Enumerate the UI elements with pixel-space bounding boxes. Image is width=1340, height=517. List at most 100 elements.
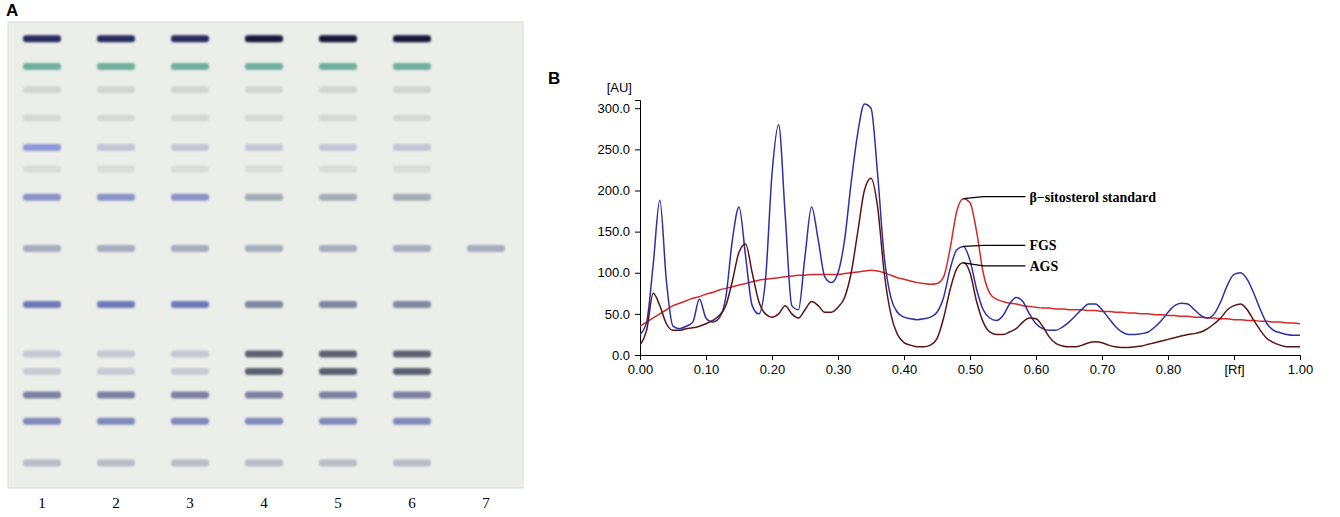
band xyxy=(23,459,61,466)
band xyxy=(245,459,283,466)
band xyxy=(245,245,283,252)
band xyxy=(171,459,209,466)
x-axis-tick: 0.80 xyxy=(1156,355,1181,377)
x-axis-tick: 0.20 xyxy=(760,355,785,377)
band xyxy=(23,368,61,375)
band xyxy=(171,368,209,375)
band xyxy=(97,115,135,122)
y-axis-tick: 300.0 xyxy=(597,101,640,116)
band xyxy=(319,459,357,466)
series-lines xyxy=(640,104,1300,347)
band xyxy=(97,351,135,358)
tick-mark xyxy=(772,355,773,360)
band xyxy=(97,301,135,308)
x-axis-line xyxy=(641,356,1301,361)
tick-label: 0.00 xyxy=(628,362,653,377)
tick-label: [Rf] xyxy=(1224,362,1244,377)
band xyxy=(245,144,283,151)
band xyxy=(171,301,209,308)
tick-mark xyxy=(635,190,640,191)
leader-line xyxy=(963,263,1025,266)
lane-label: 4 xyxy=(260,495,268,511)
y-axis-tick: 0.0 xyxy=(612,348,640,363)
band xyxy=(393,35,431,42)
band xyxy=(319,351,357,358)
leader-line xyxy=(963,197,1025,199)
band xyxy=(171,86,209,93)
x-axis: 0.000.100.200.300.400.500.600.700.80[Rf]… xyxy=(628,355,1313,377)
tick-mark xyxy=(1102,355,1103,360)
band xyxy=(319,63,357,70)
band xyxy=(171,63,209,70)
band xyxy=(171,391,209,398)
band xyxy=(97,418,135,425)
y-axis-tick: 100.0 xyxy=(597,265,640,280)
annotation-label: FGS xyxy=(1029,238,1056,253)
tick-mark xyxy=(635,149,640,150)
background xyxy=(0,0,1340,517)
band xyxy=(393,418,431,425)
band xyxy=(467,245,505,252)
x-axis-tick: 0.60 xyxy=(1024,355,1049,377)
band xyxy=(393,391,431,398)
band xyxy=(171,35,209,42)
band xyxy=(97,35,135,42)
y-axis-tick: 50.0 xyxy=(605,307,640,322)
tick-label: 200.0 xyxy=(597,183,630,198)
band xyxy=(23,245,61,252)
band xyxy=(393,368,431,375)
band xyxy=(319,115,357,122)
lane-label: 5 xyxy=(334,495,342,511)
band xyxy=(245,194,283,201)
figure-svg: 1234567A0.000.100.200.300.400.500.600.70… xyxy=(0,0,1340,517)
tick-mark xyxy=(1234,355,1235,360)
tick-label: 0.0 xyxy=(612,348,630,363)
tick-label: 0.10 xyxy=(694,362,719,377)
band xyxy=(245,63,283,70)
tick-label: 0.20 xyxy=(760,362,785,377)
tick-label: 0.70 xyxy=(1090,362,1115,377)
band xyxy=(97,245,135,252)
band xyxy=(245,35,283,42)
band xyxy=(393,459,431,466)
bands xyxy=(23,35,505,466)
band xyxy=(319,418,357,425)
band xyxy=(23,86,61,93)
tlc-panel: 1234567A xyxy=(6,1,523,511)
y-axis-tick: 200.0 xyxy=(597,183,640,198)
band xyxy=(245,368,283,375)
band xyxy=(393,194,431,201)
tick-label: 0.40 xyxy=(892,362,917,377)
tick-label: 0.30 xyxy=(826,362,851,377)
band xyxy=(171,351,209,358)
tick-mark xyxy=(635,314,640,315)
lane-label: 3 xyxy=(186,495,194,511)
x-axis-tick: 0.70 xyxy=(1090,355,1115,377)
tick-mark xyxy=(635,355,640,356)
band xyxy=(245,418,283,425)
band xyxy=(23,351,61,358)
band xyxy=(171,194,209,201)
tick-mark xyxy=(904,355,905,360)
band xyxy=(97,63,135,70)
tick-mark xyxy=(838,355,839,360)
tick-mark xyxy=(706,355,707,360)
band xyxy=(171,418,209,425)
y-axis-tick: 150.0 xyxy=(597,224,640,239)
x-axis-tick: 1.00 xyxy=(1288,355,1313,377)
band xyxy=(393,301,431,308)
band xyxy=(97,194,135,201)
band xyxy=(393,86,431,93)
lane-label: 6 xyxy=(408,495,416,511)
x-axis-tick: 0.10 xyxy=(694,355,719,377)
tick-label: 150.0 xyxy=(597,224,630,239)
annotation-label: AGS xyxy=(1029,259,1058,274)
lane-label: 7 xyxy=(482,495,490,511)
tick-label: 100.0 xyxy=(597,265,630,280)
series-line xyxy=(640,178,1300,347)
band xyxy=(393,245,431,252)
band xyxy=(97,86,135,93)
lane-labels: 1234567 xyxy=(38,495,490,511)
band xyxy=(245,166,283,173)
band xyxy=(393,351,431,358)
